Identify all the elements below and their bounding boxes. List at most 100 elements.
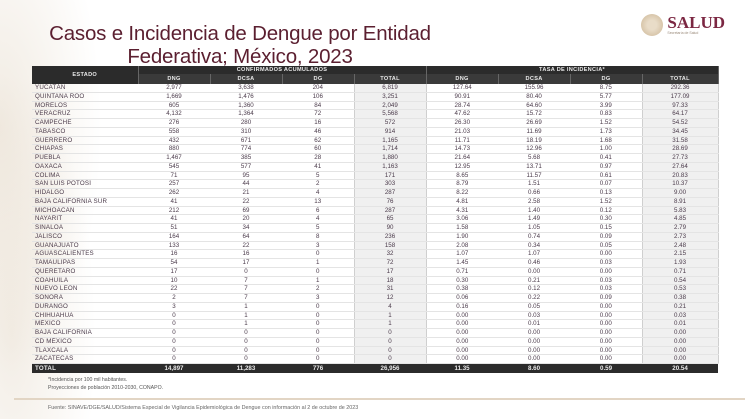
cell-t-dcsa: 15.72	[498, 109, 571, 119]
cell-c-dcsa: 17	[210, 258, 282, 268]
cell-t-dg: 0.13	[570, 188, 643, 198]
cell-t-total: 10.37	[641, 179, 719, 189]
cell-t-dg: 0.00	[570, 302, 643, 312]
footnote-incidence: *Incidencia por 100 mil habitantes.	[48, 377, 128, 383]
cell-t-dng: 47.62	[426, 109, 499, 119]
cell-c-dg: 5	[282, 223, 354, 233]
cell-t-dg: 0.09	[570, 232, 643, 242]
cell-c-dcsa: 0	[210, 328, 282, 338]
cell-c-dcsa: 1,360	[210, 101, 282, 111]
cell-c-dng: 545	[138, 162, 210, 172]
group-header-row: ESTADO CONFIRMADOS ACUMULADOS TASA DE IN…	[32, 66, 719, 84]
header-confirmados: CONFIRMADOS ACUMULADOS	[138, 66, 427, 74]
cell-estado: TLAXCALA	[32, 346, 138, 356]
cell-estado: OAXACA	[32, 162, 138, 172]
table-row: QUINTANA ROO 1,669 1,476 106 3,251 90.91 80.40…	[32, 92, 719, 102]
cell-t-dg: 0.97	[570, 162, 643, 172]
cell-t-dng: 8.79	[426, 179, 499, 189]
cell-estado: BAJA CALIFORNIA SUR	[32, 197, 138, 207]
cell-c-total: 1,714	[353, 144, 427, 154]
cell-estado: COAHUILA	[32, 276, 138, 286]
cell-t-total: 0.00	[641, 328, 719, 338]
cell-t-dcsa: 0.12	[498, 284, 571, 294]
cell-t-dng: 0.30	[426, 276, 499, 286]
header-t-total: TOTAL	[642, 74, 719, 84]
cell-c-total: 287	[353, 206, 427, 216]
table-row: CAMPECHE 276 280 16 572 26.30 26.69 1.52 54.52	[32, 118, 719, 128]
cell-estado: MICHOACÁN	[32, 206, 138, 216]
table-row: ZACATECAS 0 0 0 0 0.00 0.00 0.00 0.00	[32, 354, 719, 364]
table-row: JALISCO 164 64 8 236 1.90 0.74 0.09 2.73	[32, 232, 719, 242]
footnote-population: Proyecciones de población 2010-2030, CON…	[48, 385, 164, 391]
header-estado: ESTADO	[32, 66, 139, 84]
cell-t-total: 177.09	[641, 92, 719, 102]
table-row: SINALOA 51 34 5 90 1.58 1.05 0.15 2.79	[32, 223, 719, 233]
cell-c-dng: 133	[138, 241, 210, 251]
total-row: TOTAL 14,897 11,283 776 26,956 11.35 8.60 0.59 2…	[32, 363, 719, 373]
cell-t-total: 5.83	[641, 206, 719, 216]
cell-estado: CHIHUAHUA	[32, 311, 138, 321]
cell-c-dcsa: 1	[210, 319, 282, 329]
cell-t-dg: 0.03	[570, 258, 643, 268]
cell-c-dg: 0	[282, 346, 354, 356]
cell-estado: AGUASCALIENTES	[32, 249, 138, 259]
cell-t-total: 0.21	[641, 302, 719, 312]
cell-t-total: 0.00	[641, 346, 719, 356]
cell-c-dcsa: 774	[210, 144, 282, 154]
cell-c-dg: 204	[282, 84, 354, 93]
table-row: YUCATÁN 2,977 3,638 204 6,819 127.64 155.96 8.7…	[32, 84, 719, 93]
cell-c-dng: 3	[138, 302, 210, 312]
cell-c-dng: 54	[138, 258, 210, 268]
cell-c-dg: 4	[282, 214, 354, 224]
header-t-dcsa: DCSA	[498, 74, 571, 84]
cell-t-dng: 0.00	[426, 354, 499, 364]
table-row: MICHOACÁN 212 69 6 287 4.31 1.40 0.12 5.83	[32, 206, 719, 216]
cell-c-total: 6,819	[353, 84, 427, 93]
cell-t-total: 2.48	[641, 241, 719, 251]
cell-t-dng: 1.45	[426, 258, 499, 268]
cell-c-dng: 2	[138, 293, 210, 303]
cell-c-dg: 0	[282, 354, 354, 364]
cell-c-dg: 2	[282, 284, 354, 294]
cell-t-dg: 0.00	[570, 267, 643, 277]
cell-estado: VERACRUZ	[32, 109, 138, 119]
cell-c-dg: 0	[282, 302, 354, 312]
cell-c-dng: 605	[138, 101, 210, 111]
cell-c-dcsa: 95	[210, 171, 282, 181]
cell-estado: JALISCO	[32, 232, 138, 242]
cell-t-dg: 0.30	[570, 214, 643, 224]
cell-c-dng: 262	[138, 188, 210, 198]
cell-t-dcsa: 0.01	[498, 319, 571, 329]
cell-t-total: 54.52	[641, 118, 719, 128]
cell-t-dng: 0.71	[426, 267, 499, 277]
cell-t-dng: 1.90	[426, 232, 499, 242]
cell-estado: GUERRERO	[32, 136, 138, 146]
cell-t-dcsa: 0.05	[498, 302, 571, 312]
cell-t-dcsa: 13.71	[498, 162, 571, 172]
cell-c-dng: 0	[138, 354, 210, 364]
cell-c-dng: 276	[138, 118, 210, 128]
cell-t-total: 2.73	[641, 232, 719, 242]
cell-t-total: 27.73	[641, 153, 719, 163]
table-body: YUCATÁN 2,977 3,638 204 6,819 127.64 155.96 8.7…	[32, 84, 719, 373]
cell-t-dg: 1.68	[570, 136, 643, 146]
cell-estado: DURANGO	[32, 302, 138, 312]
logo-word: SALUD	[667, 13, 725, 32]
cell-c-dng: 10	[138, 276, 210, 286]
cell-t-dng: 12.95	[426, 162, 499, 172]
cell-c-dg: 28	[282, 153, 354, 163]
header-c-dg: DG	[282, 74, 355, 84]
cell-t-dg: 0.59	[570, 363, 643, 373]
table-row: DURANGO 3 1 0 4 0.16 0.05 0.00 0.21	[32, 302, 719, 312]
cell-t-total: 292.36	[641, 84, 719, 93]
cell-c-dcsa: 3,638	[210, 84, 282, 93]
cell-estado: SONORA	[32, 293, 138, 303]
cell-t-dng: 1.58	[426, 223, 499, 233]
cell-c-dcsa: 44	[210, 179, 282, 189]
cell-c-dg: 5	[282, 171, 354, 181]
cell-c-dcsa: 0	[210, 267, 282, 277]
cell-t-dcsa: 0.66	[498, 188, 571, 198]
cell-c-dng: 1,669	[138, 92, 210, 102]
cell-c-dg: 2	[282, 179, 354, 189]
cell-c-total: 236	[353, 232, 427, 242]
